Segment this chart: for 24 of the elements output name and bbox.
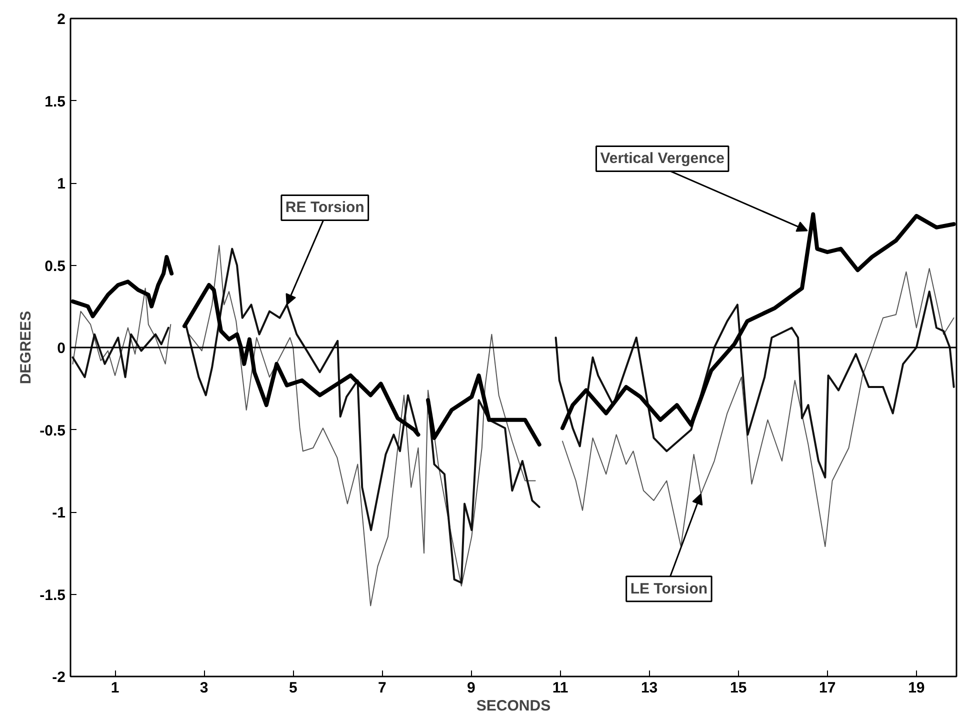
x-tick-label: 3 — [200, 680, 208, 696]
x-axis-title: SECONDS — [476, 698, 551, 714]
x-tick-label: 1 — [110, 680, 120, 696]
annotation: LE Torsion — [630, 580, 708, 598]
annotation: Vertical Vergence — [600, 150, 724, 168]
y-tick-label: 1 — [57, 176, 66, 192]
x-tick-label: 11 — [552, 680, 568, 696]
x-tick-label: 15 — [730, 680, 747, 696]
y-tick-label: -1.5 — [40, 586, 66, 604]
y-tick-label: 1.5 — [44, 93, 66, 110]
x-tick-label: 17 — [819, 680, 836, 696]
y-tick-label: 2 — [57, 11, 66, 28]
x-tick-label: 9 — [467, 680, 476, 696]
y-tick-label: -1 — [52, 504, 66, 522]
x-tick-label: 7 — [378, 680, 386, 696]
x-tick-label: 13 — [640, 680, 658, 696]
x-tick-label: 19 — [908, 680, 925, 696]
y-axis-title: DEGREES — [18, 310, 35, 384]
y-tick-label: 0 — [57, 340, 66, 357]
y-tick-label: -2 — [52, 669, 66, 686]
y-tick-label: 0.5 — [44, 258, 66, 275]
x-tick-label: 5 — [288, 680, 298, 696]
annotation: RE Torsion — [285, 199, 364, 216]
y-tick-label: -0.5 — [40, 422, 66, 440]
